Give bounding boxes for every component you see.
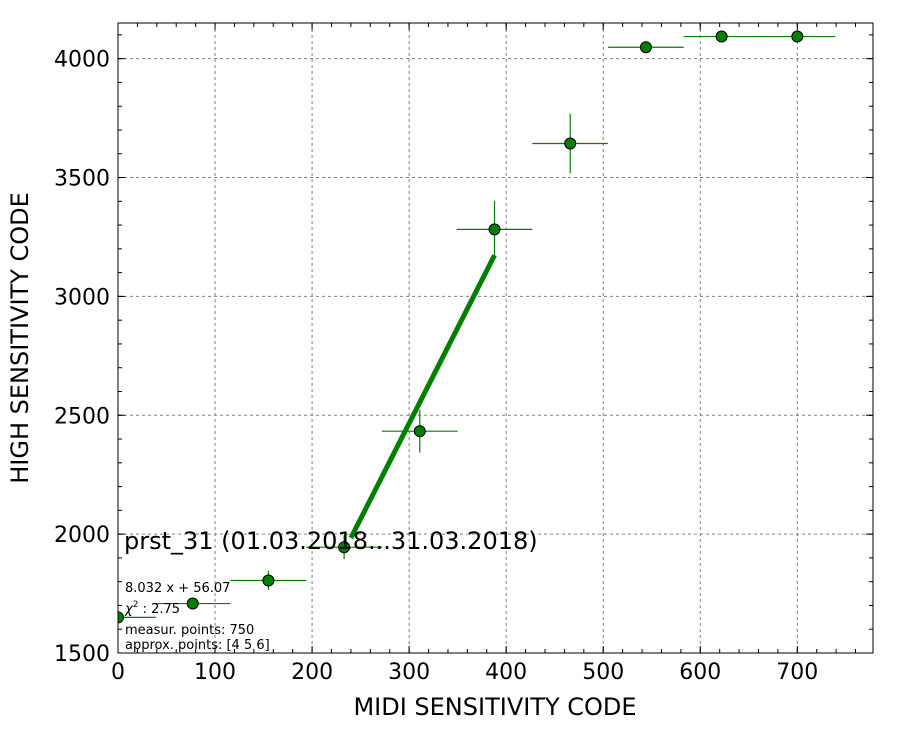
data-point	[715, 30, 728, 43]
data-point	[488, 223, 501, 236]
measur-points-label: measur. points: 750	[125, 623, 254, 638]
approx-points-label: approx. points: [4 5 6]	[125, 638, 270, 653]
x-tick-label: 600	[679, 660, 721, 685]
data-point	[564, 137, 577, 150]
data-point	[186, 597, 199, 610]
data-points	[118, 30, 804, 624]
fit-equation: 8.032 x + 56.07	[125, 581, 230, 596]
x-tick-labels: 0 100 200 300 400 500 600 700	[111, 660, 818, 685]
y-tick-label: 2500	[54, 404, 110, 429]
data-point	[413, 425, 426, 438]
y-tick-label: 3000	[54, 285, 110, 310]
y-tick-label: 2000	[54, 523, 110, 548]
chi2-label: χ2 : 2.75	[124, 600, 180, 617]
y-tick-label: 1500	[54, 642, 110, 667]
x-tick-label: 700	[776, 660, 818, 685]
x-tick-label: 200	[291, 660, 333, 685]
grid-lines	[118, 23, 873, 653]
y-tick-label: 4000	[54, 48, 110, 73]
x-tick-label: 100	[194, 660, 236, 685]
data-point	[118, 611, 124, 624]
y-axis-label: HIGH SENSITIVITY CODE	[6, 192, 34, 484]
data-point	[639, 41, 652, 54]
data-point	[262, 574, 275, 587]
x-axis-label: MIDI SENSITIVITY CODE	[353, 693, 636, 721]
data-point	[791, 30, 804, 43]
x-tick-label: 300	[388, 660, 430, 685]
data-point	[338, 541, 351, 554]
x-tick-label: 500	[582, 660, 624, 685]
y-tick-label: 3500	[54, 167, 110, 192]
plot-area	[118, 23, 873, 653]
fit-line	[348, 254, 497, 540]
chart-title: prst_31 (01.03.2018...31.03.2018)	[124, 527, 538, 555]
y-tick-labels: 1500 2000 2500 3000 3500 4000	[54, 48, 110, 667]
x-tick-label: 0	[111, 660, 125, 685]
plot-frame	[117, 22, 874, 654]
x-tick-label: 400	[485, 660, 527, 685]
